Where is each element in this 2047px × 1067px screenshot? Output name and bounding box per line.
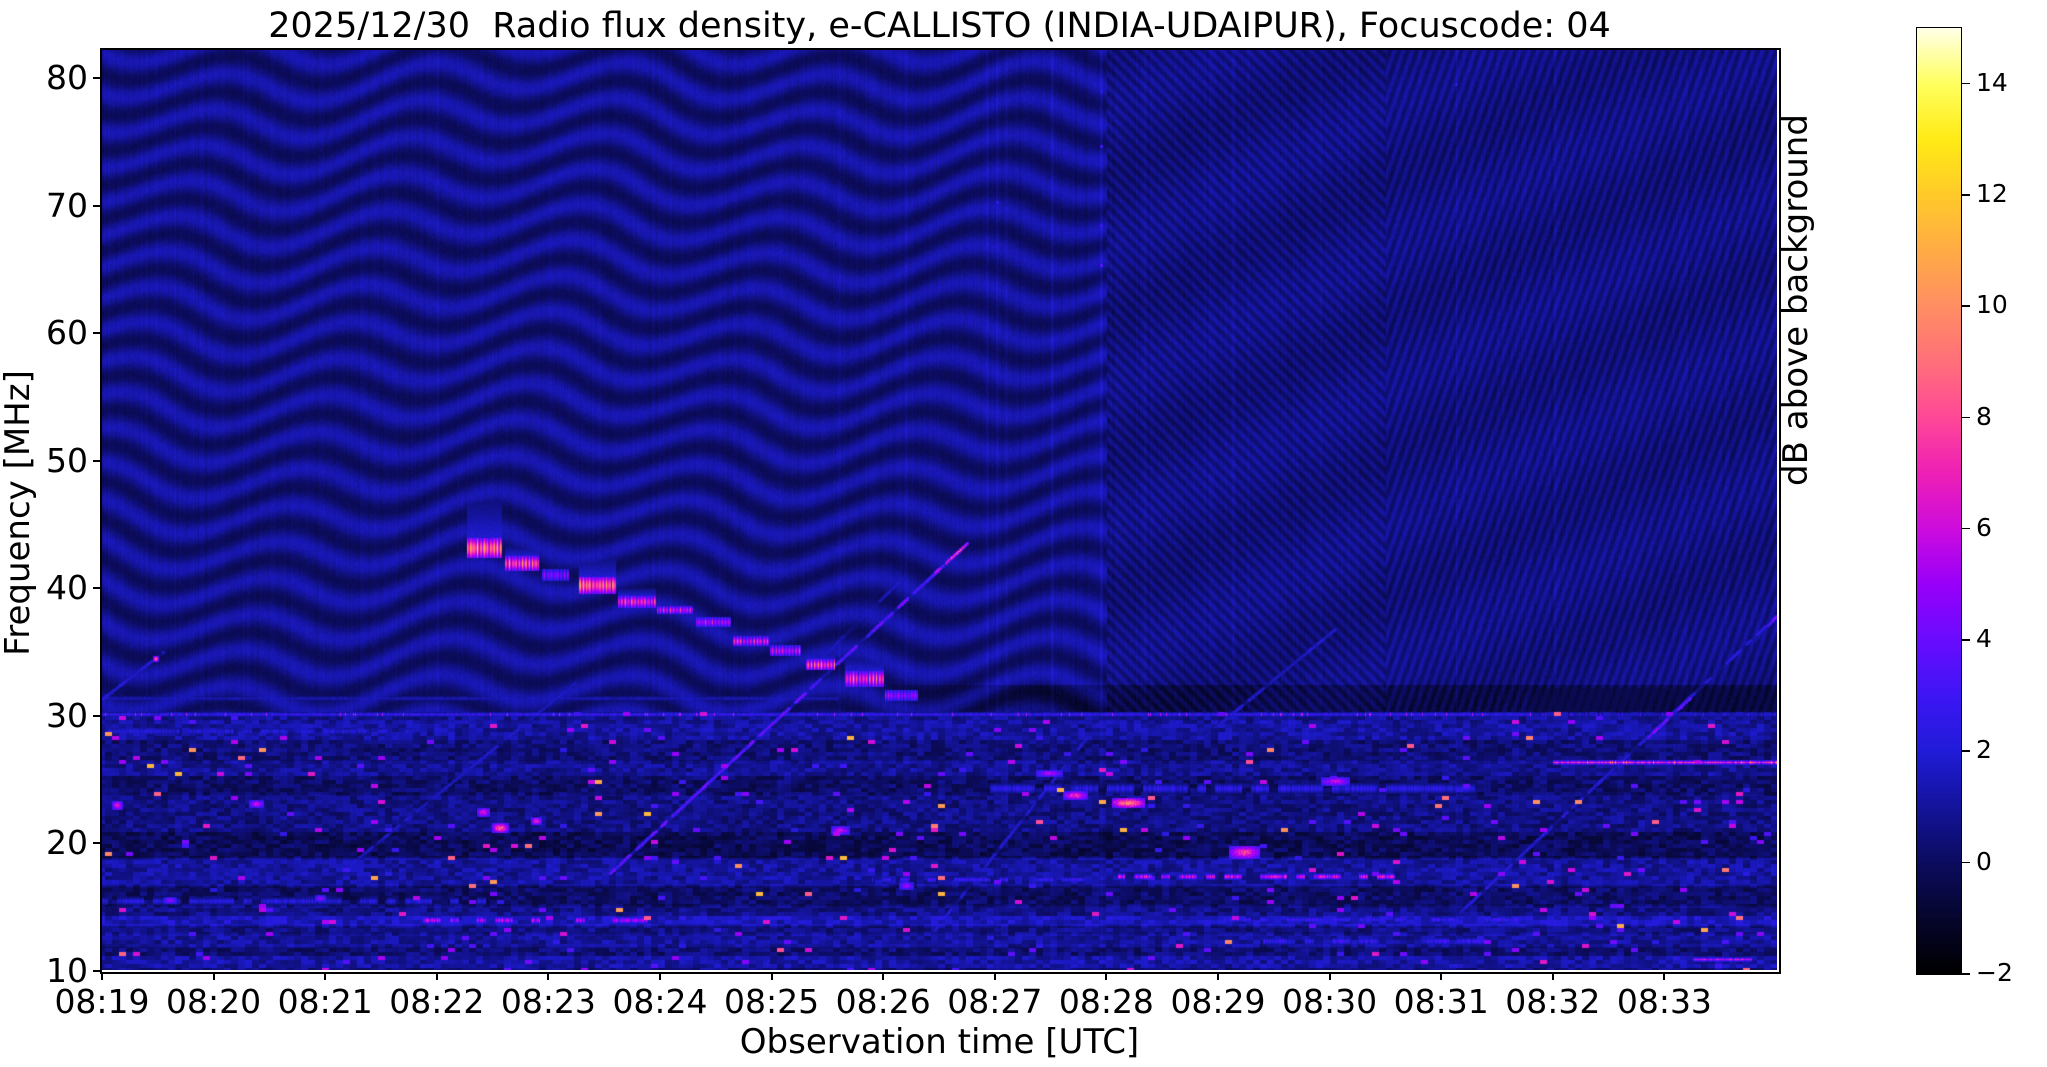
colorbar-tick-mark: [1962, 416, 1970, 419]
x-tick-mark: [101, 972, 103, 980]
colorbar-tick-mark: [1962, 861, 1970, 864]
x-tick-label: 08:22: [389, 982, 485, 1021]
x-tick-mark: [770, 972, 773, 980]
x-tick-label: 08:26: [835, 982, 931, 1021]
x-tick-mark: [547, 972, 550, 980]
y-axis-label: Frequency [MHz]: [0, 370, 38, 656]
colorbar: [1916, 27, 1962, 975]
y-tick-mark: [93, 77, 102, 79]
y-tick-mark: [93, 969, 102, 972]
colorbar-tick-label: 10: [1976, 290, 2008, 320]
x-axis-label: Observation time [UTC]: [739, 1022, 1140, 1062]
x-tick-label: 08:23: [500, 982, 596, 1021]
x-tick-label: 08:20: [166, 982, 262, 1021]
y-tick-mark: [93, 587, 102, 589]
colorbar-label: dB above background: [1776, 114, 1816, 486]
x-tick-mark: [1663, 972, 1666, 980]
y-tick-label: 40: [46, 568, 88, 607]
x-tick-mark: [659, 972, 661, 980]
y-tick-mark: [93, 204, 102, 207]
colorbar-tick-label: 14: [1976, 67, 2008, 97]
colorbar-tick-label: 0: [1976, 846, 1992, 876]
x-tick-label: 08:29: [1170, 982, 1266, 1021]
chart-title: 2025/12/30 Radio flux density, e-CALLIST…: [268, 6, 1611, 46]
y-tick-mark: [93, 459, 102, 462]
x-tick-mark: [882, 972, 885, 980]
x-tick-mark: [993, 972, 996, 980]
y-tick-label: 60: [46, 313, 88, 352]
x-tick-mark: [1328, 972, 1331, 980]
x-tick-mark: [1105, 972, 1108, 980]
x-tick-label: 08:31: [1393, 982, 1489, 1021]
colorbar-tick-label: 8: [1976, 401, 1992, 431]
y-tick-label: 80: [46, 58, 88, 97]
spectrogram-canvas: [102, 50, 1777, 970]
x-tick-mark: [1217, 972, 1219, 980]
y-tick-label: 20: [46, 823, 88, 862]
x-tick-label: 08:32: [1505, 982, 1601, 1021]
x-tick-mark: [435, 972, 438, 980]
x-tick-label: 08:30: [1282, 982, 1378, 1021]
x-tick-label: 08:33: [1616, 982, 1712, 1021]
y-tick-label: 30: [46, 695, 88, 735]
colorbar-tick-label: −2: [1976, 958, 2013, 987]
colorbar-tick-mark: [1962, 527, 1970, 530]
y-tick-mark: [93, 842, 102, 844]
x-tick-label: 08:27: [947, 982, 1043, 1021]
colorbar-tick-mark: [1962, 973, 1970, 975]
x-tick-mark: [1440, 972, 1443, 980]
x-tick-label: 08:24: [612, 982, 708, 1021]
colorbar-tick-label: 2: [1976, 735, 1992, 765]
colorbar-tick-label: 6: [1976, 512, 1992, 542]
x-tick-label: 08:19: [54, 982, 150, 1021]
colorbar-tick-mark: [1962, 82, 1970, 85]
colorbar-tick-mark: [1962, 193, 1970, 196]
y-tick-label: 70: [46, 185, 88, 225]
x-tick-label: 08:21: [277, 982, 373, 1021]
y-tick-mark: [93, 332, 102, 334]
y-tick-label: 10: [46, 950, 88, 990]
colorbar-tick-mark: [1962, 750, 1970, 752]
y-tick-label: 50: [46, 440, 88, 480]
x-tick-label: 08:28: [1058, 982, 1154, 1021]
x-tick-mark: [1551, 972, 1554, 980]
colorbar-tick-mark: [1962, 305, 1970, 307]
colorbar-tick-mark: [1962, 639, 1970, 641]
y-tick-mark: [93, 714, 102, 717]
x-tick-label: 08:25: [724, 982, 820, 1021]
x-tick-mark: [212, 972, 215, 980]
x-tick-mark: [324, 972, 327, 980]
colorbar-tick-label: 4: [1976, 624, 1992, 654]
colorbar-tick-label: 12: [1976, 178, 2008, 208]
